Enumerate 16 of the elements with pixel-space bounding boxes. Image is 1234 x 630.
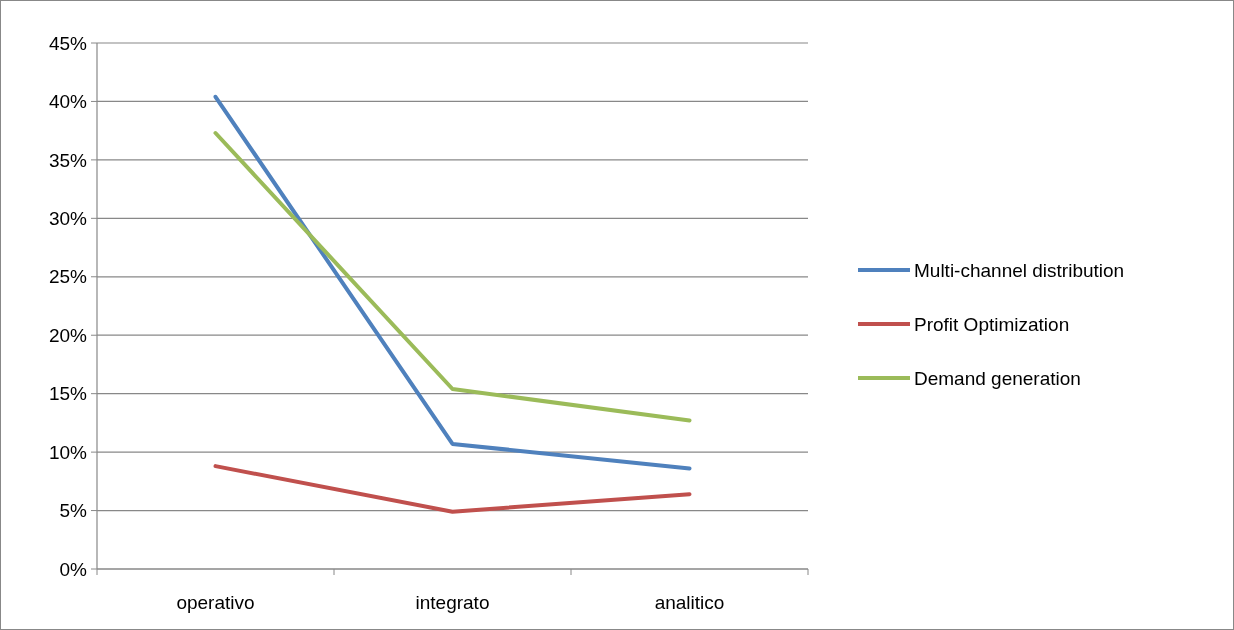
x-tick-label: operativo: [176, 592, 255, 613]
y-tick-label: 35%: [48, 149, 88, 171]
y-tick-label: 25%: [48, 266, 88, 288]
legend-label: Profit Optimization: [914, 313, 1070, 335]
y-tick-label: 5%: [59, 500, 88, 522]
legend-label: Demand generation: [914, 367, 1081, 389]
y-tick-label: 15%: [48, 383, 88, 405]
y-tick-label: 0%: [59, 558, 88, 580]
y-tick-label: 45%: [48, 32, 88, 54]
y-tick-label: 30%: [48, 207, 88, 229]
x-tick-label: analitico: [654, 592, 725, 613]
y-tick-label: 40%: [48, 91, 88, 113]
y-tick-label: 10%: [48, 441, 88, 463]
y-tick-label: 20%: [48, 324, 88, 346]
x-tick-label: integrato: [415, 592, 490, 613]
legend-label: Multi-channel distribution: [914, 259, 1125, 281]
